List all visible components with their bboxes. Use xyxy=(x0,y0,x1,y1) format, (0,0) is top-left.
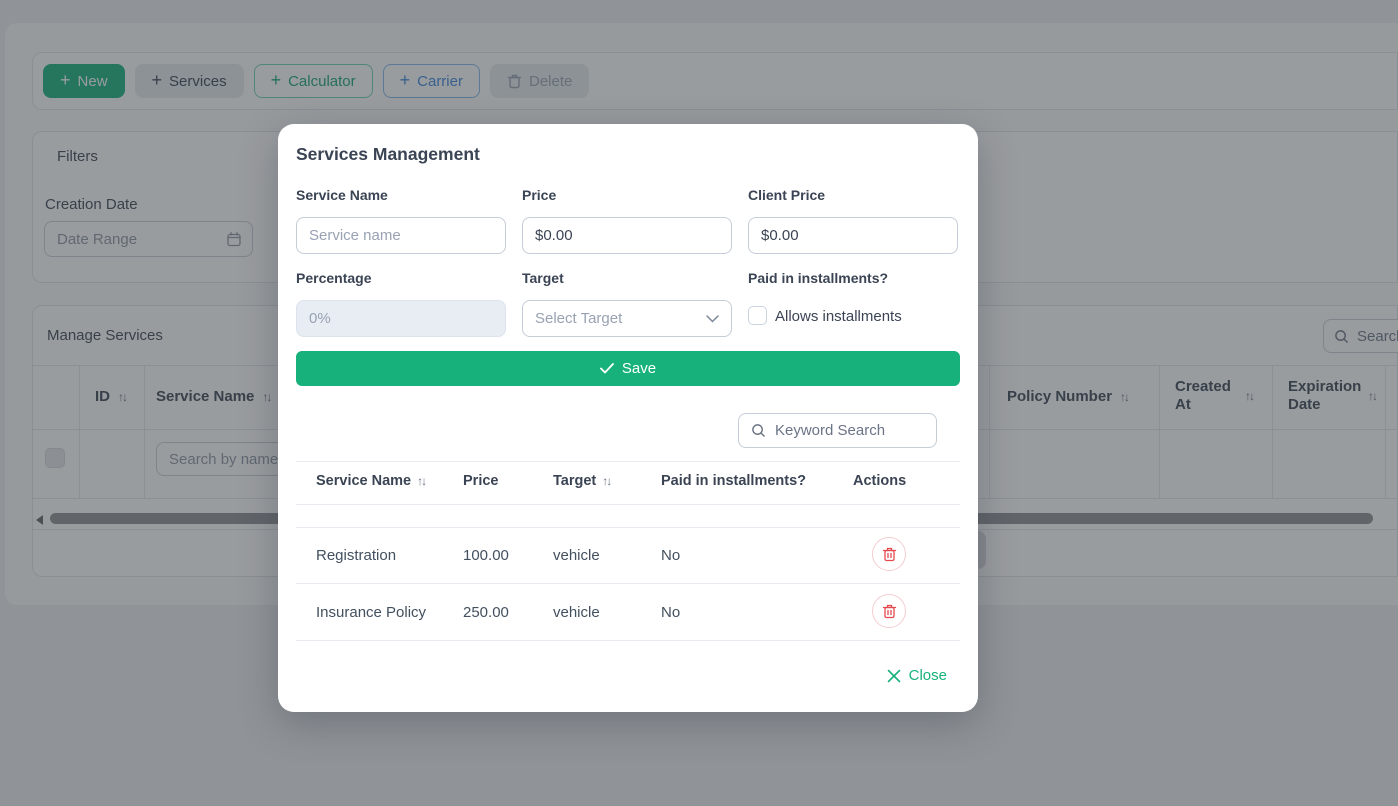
allows-installments-checkbox[interactable] xyxy=(748,306,767,325)
table-border xyxy=(296,527,960,528)
client-price-input[interactable] xyxy=(748,217,958,254)
chevron-down-icon xyxy=(706,314,719,323)
table-cell-target: vehicle xyxy=(553,547,600,564)
modal-column-header-service-name[interactable]: Service Name ↑↓ xyxy=(316,473,427,489)
modal-col-installments-label: Paid in installments? xyxy=(661,473,807,489)
price-input[interactable] xyxy=(522,217,732,254)
modal-title: Services Management xyxy=(296,144,480,164)
service-name-label: Service Name xyxy=(296,187,388,203)
close-button[interactable]: Close xyxy=(887,667,947,684)
modal-col-service-name-label: Service Name xyxy=(316,473,412,489)
price-label: Price xyxy=(522,187,557,203)
service-name-input[interactable] xyxy=(296,217,506,254)
row-delete-button[interactable] xyxy=(872,537,906,571)
table-cell-price: 250.00 xyxy=(463,604,509,621)
modal-column-header-target[interactable]: Target ↑↓ xyxy=(553,473,612,489)
percentage-input xyxy=(296,300,506,337)
modal-col-target-label: Target xyxy=(553,473,597,489)
services-management-modal: Services Management Service Name Price C… xyxy=(278,124,978,712)
sort-icon: ↑↓ xyxy=(417,474,427,488)
modal-column-header-actions: Actions xyxy=(853,473,906,489)
target-select[interactable]: Select Target xyxy=(522,300,732,337)
table-border xyxy=(296,640,960,641)
table-cell-service-name: Registration xyxy=(316,547,397,564)
client-price-label: Client Price xyxy=(748,187,826,203)
trash-icon xyxy=(882,547,896,562)
check-icon xyxy=(599,363,614,374)
target-label: Target xyxy=(522,270,564,286)
installments-label: Paid in installments? xyxy=(748,270,889,286)
trash-icon xyxy=(882,604,896,619)
modal-column-header-price[interactable]: Price xyxy=(463,473,498,489)
search-icon xyxy=(752,424,765,437)
percentage-label: Percentage xyxy=(296,270,372,286)
sort-icon: ↑↓ xyxy=(602,474,612,488)
table-border xyxy=(296,461,960,462)
table-cell-installments: No xyxy=(661,547,681,564)
modal-col-actions-label: Actions xyxy=(853,473,907,489)
keyword-search-placeholder: Keyword Search xyxy=(775,422,886,439)
table-border xyxy=(296,583,960,584)
table-cell-target: vehicle xyxy=(553,604,600,621)
table-border xyxy=(296,504,960,505)
row-delete-button[interactable] xyxy=(872,594,906,628)
save-button-label: Save xyxy=(621,360,657,377)
target-select-placeholder: Select Target xyxy=(535,310,623,327)
modal-column-header-installments[interactable]: Paid in installments? xyxy=(661,473,806,489)
allows-installments-label: Allows installments xyxy=(775,308,902,325)
keyword-search-input[interactable]: Keyword Search xyxy=(738,413,937,448)
modal-col-price-label: Price xyxy=(463,473,499,489)
close-button-label: Close xyxy=(908,667,947,684)
table-cell-price: 100.00 xyxy=(463,547,509,564)
table-cell-installments: No xyxy=(661,604,681,621)
table-cell-service-name: Insurance Policy xyxy=(316,604,427,621)
save-button[interactable]: Save xyxy=(296,351,960,386)
close-x-icon xyxy=(887,669,900,682)
